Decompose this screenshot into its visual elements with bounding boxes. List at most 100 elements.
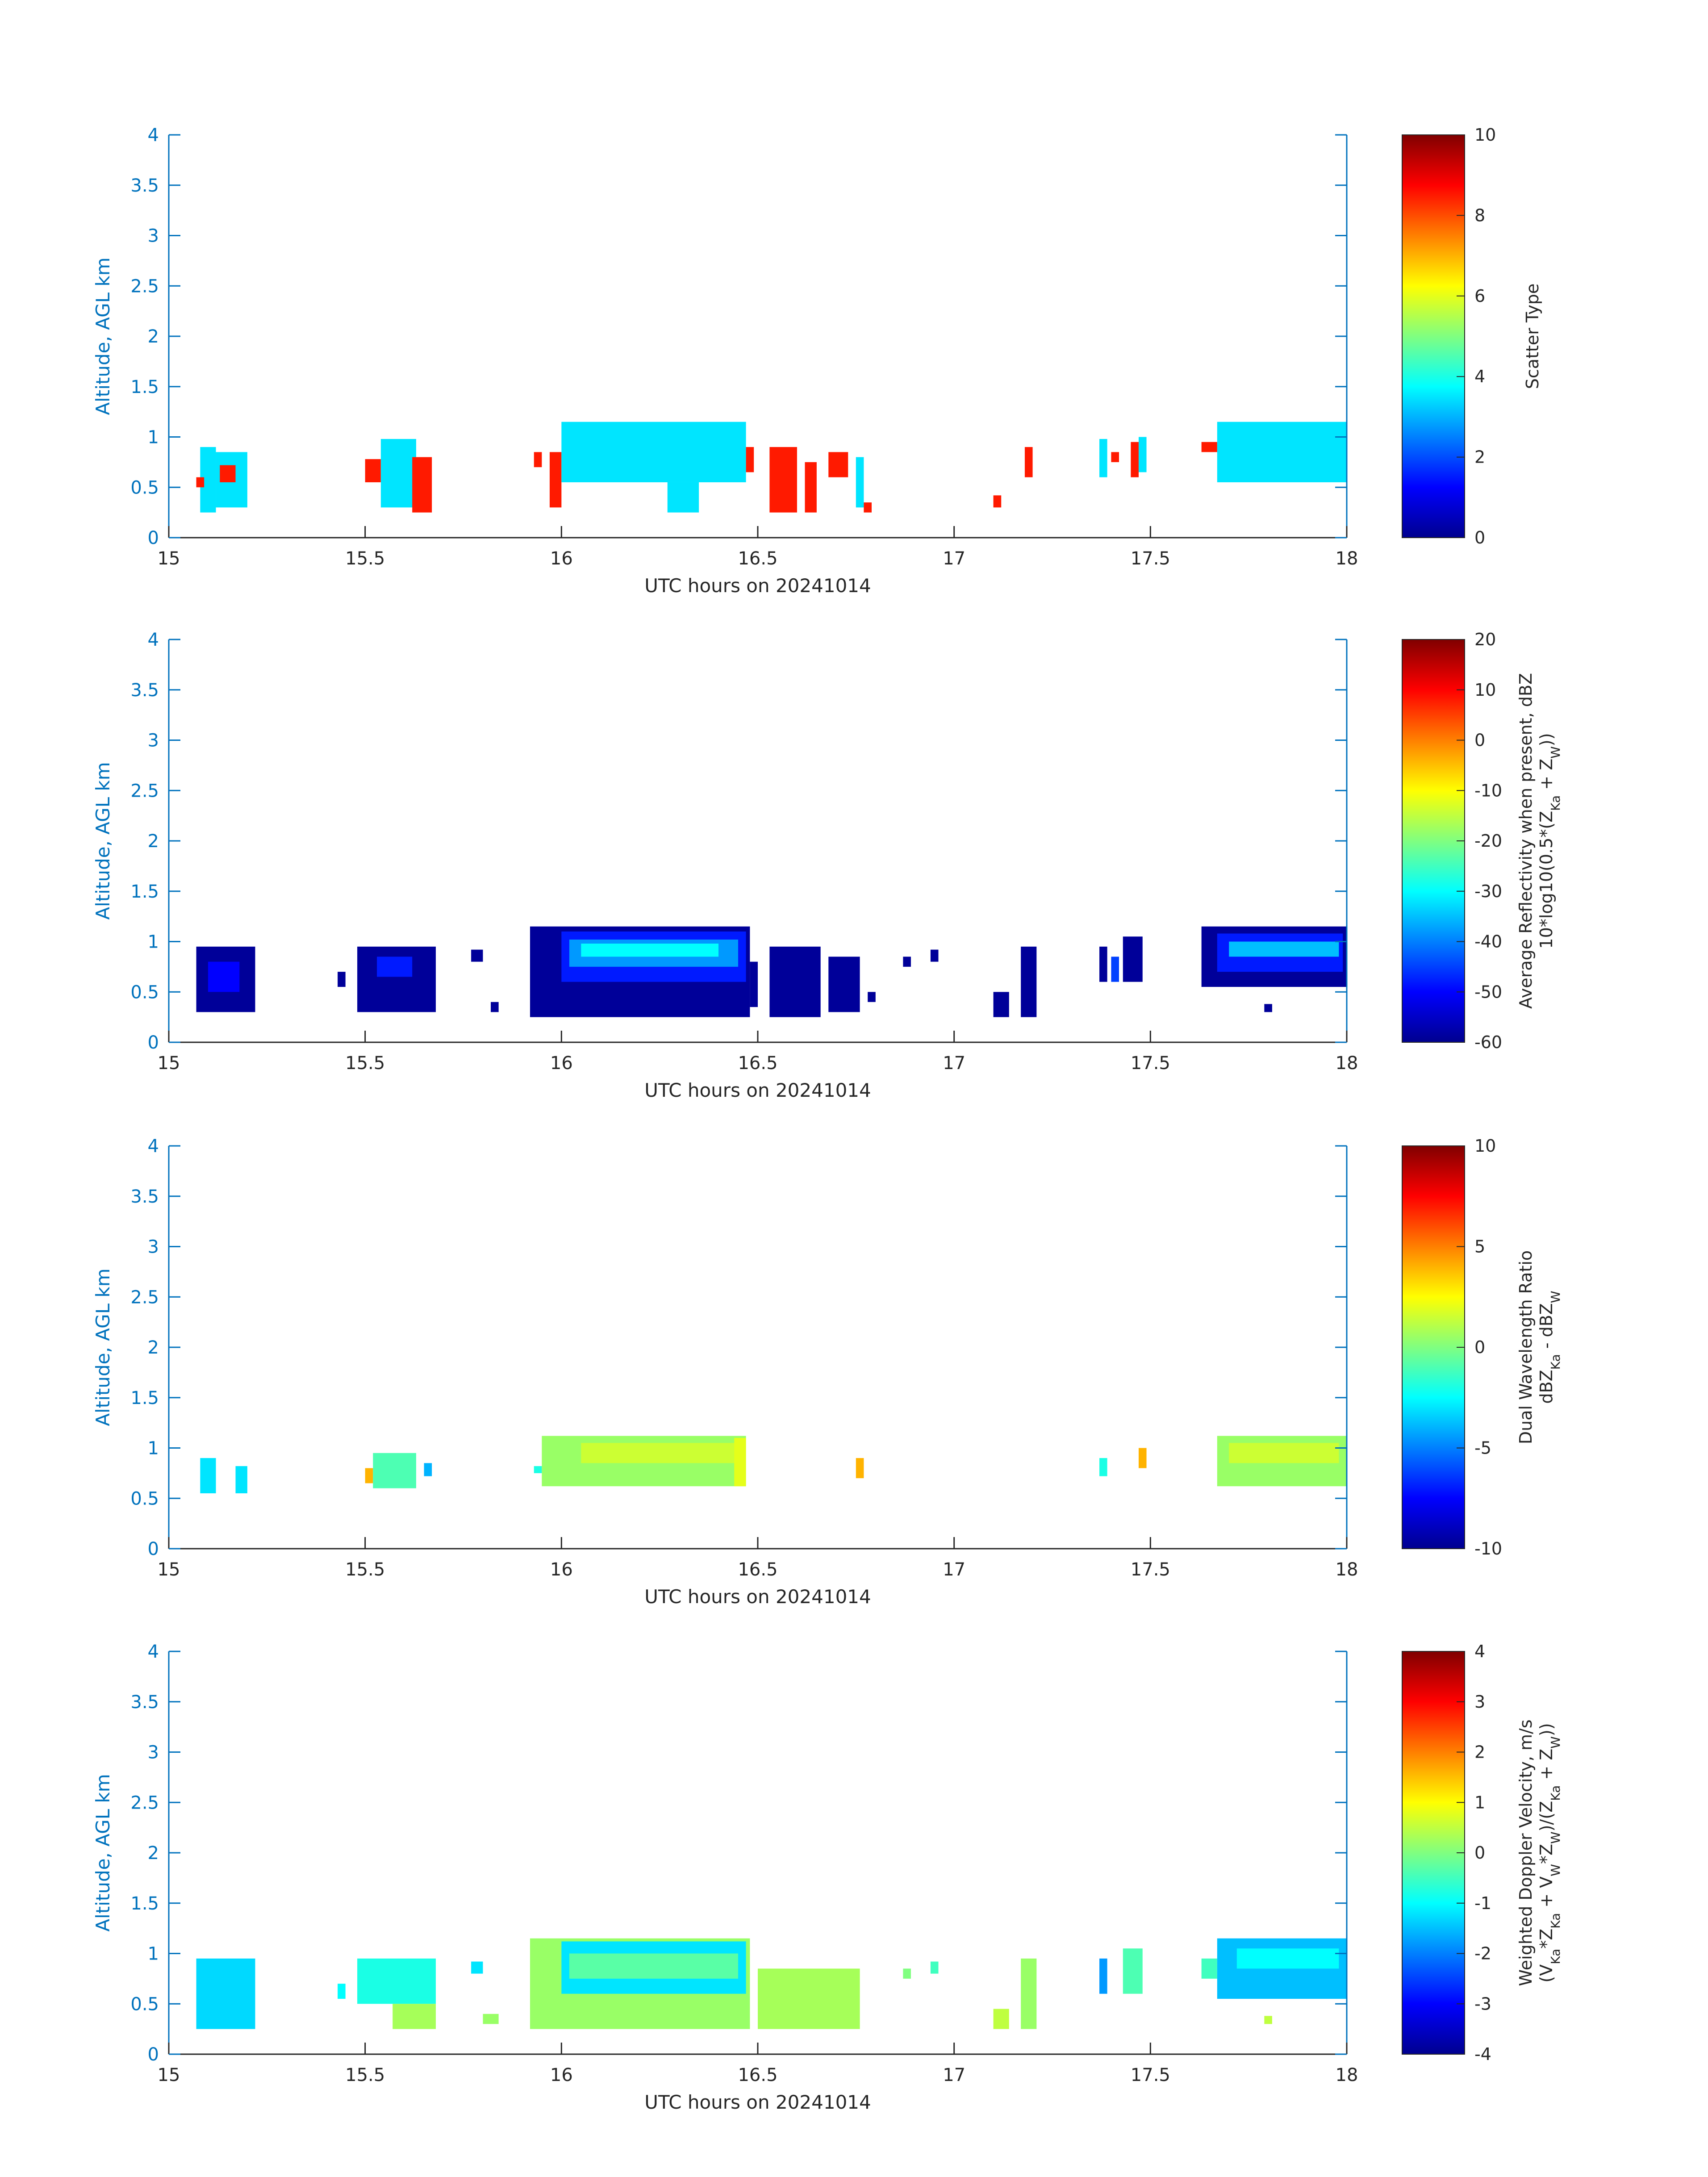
y-tick-label: 3 — [148, 1742, 159, 1763]
data-cell — [1229, 941, 1339, 957]
data-cell — [828, 957, 860, 1012]
y-tick-label: 1 — [148, 427, 159, 448]
data-cell — [561, 422, 746, 482]
colorbar-tick-label: -20 — [1474, 831, 1502, 851]
y-axis-label: Altitude, AGL km — [92, 1774, 114, 1931]
data-cell — [200, 1458, 216, 1493]
data-cell — [856, 1458, 864, 1479]
y-tick-label: 0 — [148, 1032, 159, 1053]
y-tick-label: 2 — [148, 1843, 159, 1864]
colorbar-tick-label: 0 — [1474, 1843, 1485, 1863]
x-tick-label: 17.5 — [1131, 1559, 1170, 1580]
panel-2: 15 15.5 16 16.5 17 17.5 18 0 0.5 1 1.5 2 2.5 3 3.5 4 UTC… — [92, 630, 1563, 1101]
data-cell — [1138, 437, 1147, 472]
colorbar-tick-label: -60 — [1474, 1032, 1502, 1052]
y-tick-label: 1.5 — [130, 1893, 159, 1914]
x-tick-label: 18 — [1336, 2065, 1358, 2085]
y-axis-label: Altitude, AGL km — [92, 762, 114, 919]
y-tick-label: 0 — [148, 2044, 159, 2065]
y-tick-label: 0.5 — [130, 477, 159, 498]
x-tick-label: 17.5 — [1131, 2065, 1170, 2085]
colorbar-tick-label: -10 — [1474, 1539, 1502, 1559]
y-tick-label: 3.5 — [130, 1187, 159, 1207]
colorbar-tick-label: 2 — [1474, 447, 1485, 467]
y-tick-label: 4 — [148, 1642, 159, 1662]
data-cell — [1123, 936, 1143, 982]
data-cell — [667, 482, 699, 513]
y-tick-label: 0 — [148, 1539, 159, 1559]
y-tick-label: 3.5 — [130, 175, 159, 196]
y-tick-label: 1 — [148, 1438, 159, 1459]
y-tick-label: 3 — [148, 226, 159, 247]
y-tick-label: 0.5 — [130, 982, 159, 1003]
data-cell — [993, 2009, 1009, 2029]
x-tick-label: 15.5 — [345, 1053, 385, 1074]
y-tick-label: 0.5 — [130, 1488, 159, 1509]
data-cell — [750, 961, 758, 1007]
y-tick-label: 3.5 — [130, 1692, 159, 1713]
data-cell — [380, 439, 416, 508]
colorbar-tick-label: 8 — [1474, 205, 1485, 225]
x-tick-label: 18 — [1336, 1559, 1358, 1580]
colorbar-tick-label: 10 — [1474, 1136, 1496, 1156]
data-cell — [734, 1437, 746, 1487]
data-cell — [393, 2004, 436, 2029]
colorbar-tick-label: -2 — [1474, 1944, 1491, 1964]
colorbar-label: Weighted Doppler Velocity, m/s — [1516, 1719, 1536, 1986]
x-tick-label: 15.5 — [345, 548, 385, 569]
x-tick-label: 15 — [158, 2065, 180, 2085]
y-tick-label: 0 — [148, 528, 159, 548]
colorbar-label: Average Reflectivity when present, dBZ — [1516, 673, 1536, 1009]
data-cell — [581, 944, 719, 957]
colorbar-tick-label: -1 — [1474, 1893, 1491, 1913]
x-tick-label: 15 — [158, 548, 180, 569]
data-cell — [758, 1968, 860, 2029]
data-cell — [1024, 447, 1033, 477]
data-cell — [1138, 1448, 1147, 1468]
colorbar-tick-label: -30 — [1474, 882, 1502, 901]
data-cell — [1201, 442, 1217, 452]
colorbar-tick-label: -50 — [1474, 982, 1502, 1002]
colorbar-tick-label: 6 — [1474, 286, 1485, 306]
colorbar-tick-label: 4 — [1474, 367, 1485, 386]
x-axis-label: UTC hours on 20241014 — [644, 1586, 871, 1608]
colorbar-tick-label: -4 — [1474, 2044, 1491, 2064]
data-cell — [1229, 1443, 1339, 1463]
data-cell — [412, 457, 432, 513]
data-cell — [1111, 957, 1119, 982]
data-cell — [365, 459, 381, 482]
data-cell — [534, 452, 542, 468]
x-tick-label: 16.5 — [738, 1053, 777, 1074]
x-tick-label: 16.5 — [738, 2065, 777, 2085]
data-cell — [569, 1953, 739, 1979]
colorbar — [1402, 134, 1465, 538]
colorbar-tick-label: 10 — [1474, 125, 1496, 145]
y-tick-label: 4 — [148, 630, 159, 650]
x-axis-label: UTC hours on 20241014 — [644, 1079, 871, 1101]
data-cell — [424, 1463, 432, 1476]
y-tick-label: 3 — [148, 731, 159, 751]
y-tick-label: 0.5 — [130, 1994, 159, 2014]
panel-4: 15 15.5 16 16.5 17 17.5 18 0 0.5 1 1.5 2 2.5 3 3.5 4 UTC… — [92, 1642, 1563, 2113]
x-tick-label: 17.5 — [1131, 1053, 1170, 1074]
y-tick-label: 2 — [148, 326, 159, 347]
x-axis-label: UTC hours on 20241014 — [644, 575, 871, 597]
data-cell — [868, 992, 876, 1002]
data-cell — [1021, 1958, 1037, 2029]
panel-3: 15 15.5 16 16.5 17 17.5 18 0 0.5 1 1.5 2 2.5 3 3.5 4 UTC… — [92, 1136, 1563, 1608]
x-tick-label: 16.5 — [738, 548, 777, 569]
y-tick-label: 2 — [148, 1337, 159, 1358]
x-tick-label: 16 — [550, 2065, 573, 2085]
data-cell — [1021, 946, 1037, 1017]
data-cell — [471, 949, 483, 962]
x-tick-label: 17 — [943, 548, 965, 569]
data-cell — [769, 447, 797, 513]
y-tick-label: 1.5 — [130, 377, 159, 397]
y-tick-label: 2.5 — [130, 1287, 159, 1308]
data-cell — [338, 972, 346, 987]
x-tick-label: 15.5 — [345, 1559, 385, 1580]
data-cell — [196, 1958, 255, 2029]
data-cell — [357, 1958, 436, 2004]
y-tick-label: 4 — [148, 1136, 159, 1157]
